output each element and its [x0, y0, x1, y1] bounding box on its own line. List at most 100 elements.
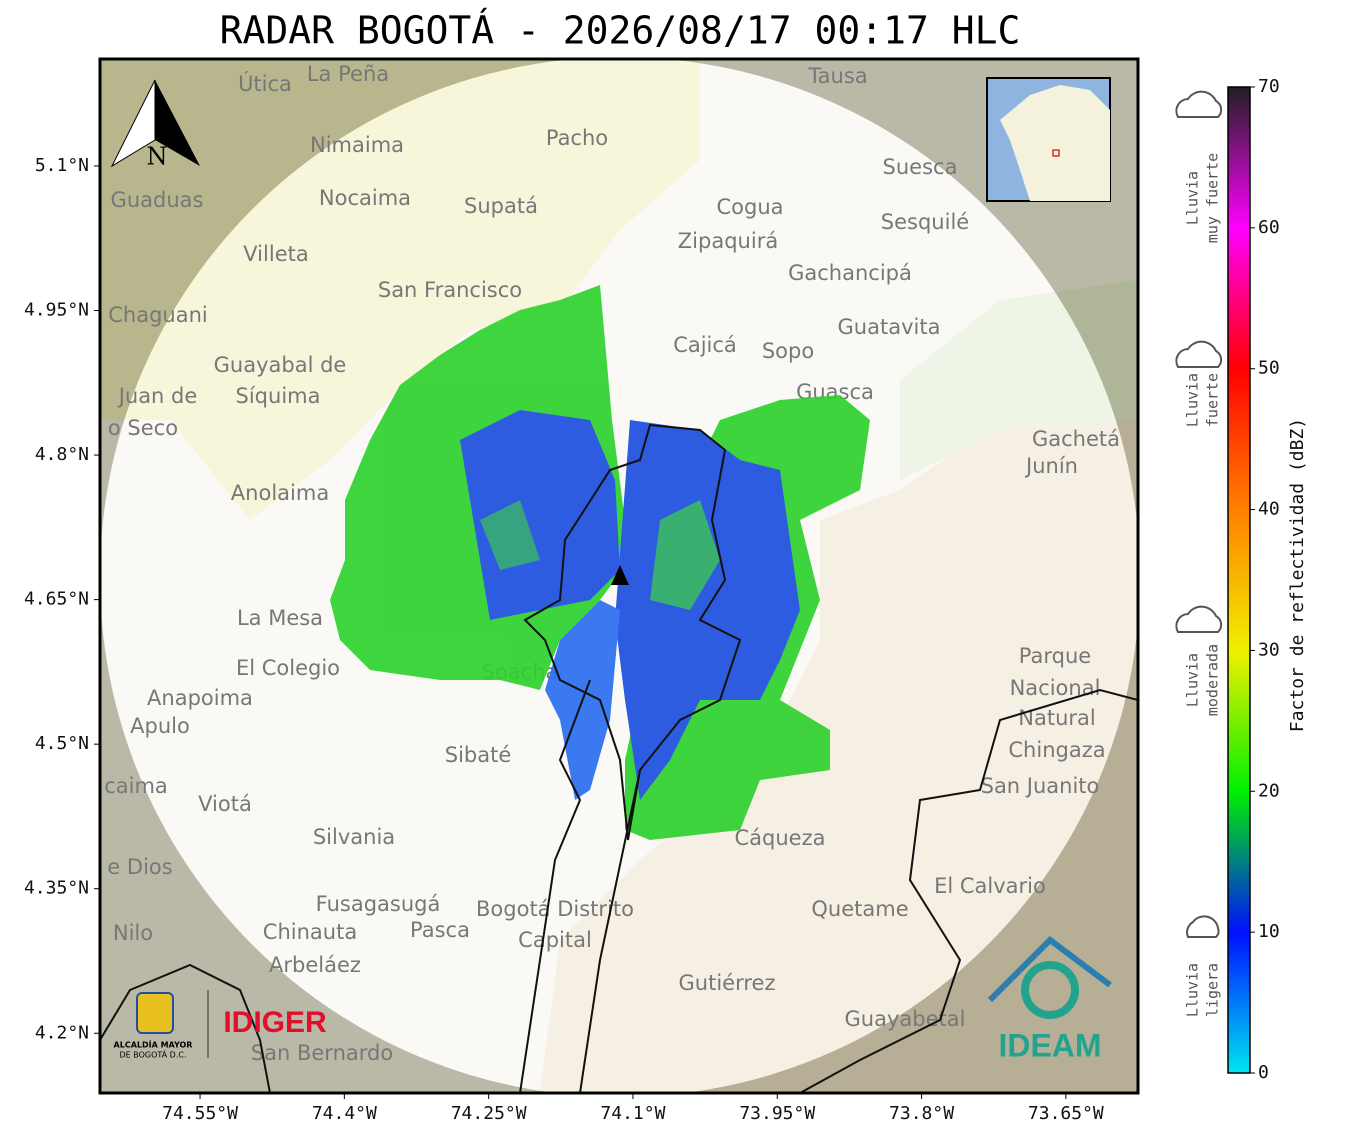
- title: RADAR BOGOTÁ - 2026/08/17 00:17 HLC: [220, 9, 1021, 53]
- place-label: El Colegio: [236, 656, 340, 680]
- radar-echo: [330, 285, 870, 840]
- rain-category: fuerte: [1204, 373, 1222, 427]
- place-label: Silvania: [313, 825, 395, 849]
- place-label: Pasca: [410, 918, 470, 942]
- north-label: N: [147, 143, 168, 171]
- colorbar-tick-label: 20: [1258, 780, 1280, 801]
- boundary: [519, 679, 1138, 1093]
- x-tick-label: 74.25°W: [451, 1103, 527, 1124]
- colorbar-tick-label: 0: [1258, 1062, 1269, 1083]
- place-label: Capital: [518, 928, 592, 952]
- map-frame: [98, 57, 1140, 1095]
- y-tick-label: 4.2°N: [35, 1022, 89, 1043]
- y-tick-label: 4.35°N: [24, 878, 89, 899]
- logos: ALCALDÍA MAYOR DE BOGOTÁ D.C. IDIGER IDE…: [114, 936, 1112, 1063]
- place-label: La Mesa: [237, 606, 323, 630]
- place-label: Suesca: [883, 155, 958, 179]
- x-tick-label: 74.55°W: [162, 1103, 238, 1124]
- logo-text: ALCALDÍA MAYOR: [114, 1039, 193, 1050]
- rain-category: ligera: [1204, 963, 1222, 1017]
- place-label: Zipaquirá: [678, 229, 778, 253]
- radar-site: [611, 565, 629, 585]
- x-tick-label: 74.1°W: [600, 1103, 665, 1124]
- x-tick-label: 73.65°W: [1028, 1103, 1104, 1124]
- place-label: Gachancipá: [788, 261, 912, 285]
- place-label: Arbeláez: [269, 953, 361, 977]
- place-label: Parque: [1019, 644, 1091, 668]
- rain-icons: [1175, 90, 1223, 938]
- place-label: Chaguani: [108, 303, 208, 327]
- colorbar-tick-label: 60: [1258, 217, 1280, 238]
- colorbar-tick-label: 70: [1258, 76, 1280, 97]
- x-tick-label: 73.95°W: [739, 1103, 815, 1124]
- rain-category: Lluvia: [1184, 373, 1202, 427]
- place-label: Quetame: [811, 897, 908, 921]
- place-label: o Seco: [108, 416, 178, 440]
- place-label: Nilo: [113, 921, 153, 945]
- x-tick-label: 73.8°W: [889, 1103, 954, 1124]
- place-label: Nimaima: [310, 133, 404, 157]
- place-label: Guaduas: [111, 188, 204, 212]
- y-tick-label: 4.8°N: [35, 444, 89, 465]
- colorbar: [1227, 86, 1251, 1074]
- place-label: San Francisco: [378, 278, 522, 302]
- boundary: [100, 963, 271, 1093]
- place-label: San Bernardo: [251, 1041, 393, 1065]
- colorbar-tick-label: 10: [1258, 921, 1280, 942]
- north-arrow: N: [110, 79, 200, 171]
- place-label: Viotá: [198, 792, 252, 816]
- place-label: El Calvario: [934, 874, 1046, 898]
- rain-category: Lluvia: [1184, 963, 1202, 1017]
- place-label: Útica: [238, 71, 292, 96]
- place-label: Guayabal de: [214, 353, 347, 377]
- place-label: Anolaima: [231, 481, 329, 505]
- place-label: San Juanito: [981, 774, 1100, 798]
- y-tick-label: 5.1°N: [35, 155, 89, 176]
- logo-ideam: IDEAM: [998, 1027, 1101, 1063]
- place-label: Natural: [1018, 706, 1095, 730]
- place-label: Cáqueza: [735, 826, 826, 850]
- place-label: Bogotá Distrito: [476, 897, 634, 921]
- logo-text: DE BOGOTÁ D.C.: [119, 1049, 186, 1060]
- place-label: Chinauta: [263, 920, 357, 944]
- place-label: Síquima: [236, 384, 321, 408]
- place-label: Gutiérrez: [679, 971, 776, 995]
- rain-category: muy fuerte: [1204, 153, 1222, 243]
- district-boundary: [523, 423, 742, 841]
- place-label: e Dios: [107, 855, 172, 879]
- colorbar-label: Factor de reflectividad (dBZ): [1287, 418, 1308, 732]
- place-label: Guayabetal: [845, 1007, 966, 1031]
- place-label: Tausa: [807, 64, 867, 88]
- place-label: Chingaza: [1008, 738, 1105, 762]
- place-label: La Peña: [307, 62, 389, 86]
- rain-category: Lluvia: [1184, 171, 1202, 225]
- place-label: Cajicá: [673, 333, 737, 357]
- y-tick-label: 4.5°N: [35, 733, 89, 754]
- place-label: Sopo: [762, 339, 814, 363]
- place-label: Juan de: [117, 384, 198, 408]
- colorbar-tick-label: 30: [1258, 639, 1280, 660]
- place-label: Nacional: [1010, 676, 1101, 700]
- place-label: Villeta: [243, 242, 308, 266]
- place-label: Sesquilé: [881, 210, 969, 234]
- place-label: Anapoima: [147, 686, 253, 710]
- place-label: Fusagasugá: [316, 892, 441, 916]
- place-label: Sibaté: [445, 743, 512, 767]
- logo-idiger: IDIGER: [223, 1006, 327, 1039]
- y-tick-label: 4.65°N: [24, 589, 89, 610]
- map: Útica La Peña Tausa Pacho Nimaima Suesca Guadu…: [100, 59, 1138, 1093]
- place-label: Junín: [1024, 454, 1078, 478]
- place-label: Supatá: [464, 194, 538, 218]
- place-label: Nocaima: [319, 186, 411, 210]
- place-label: caima: [104, 774, 168, 798]
- y-tick-label: 4.95°N: [24, 300, 89, 321]
- rain-category: Lluvia: [1184, 653, 1202, 707]
- x-tick-label: 74.4°W: [312, 1103, 377, 1124]
- inset-map: [986, 77, 1111, 202]
- place-label: Apulo: [130, 714, 190, 738]
- rain-category: moderada: [1204, 644, 1222, 716]
- place-label: Guatavita: [838, 315, 941, 339]
- place-label: Pacho: [546, 126, 608, 150]
- colorbar-tick-label: 40: [1258, 499, 1280, 520]
